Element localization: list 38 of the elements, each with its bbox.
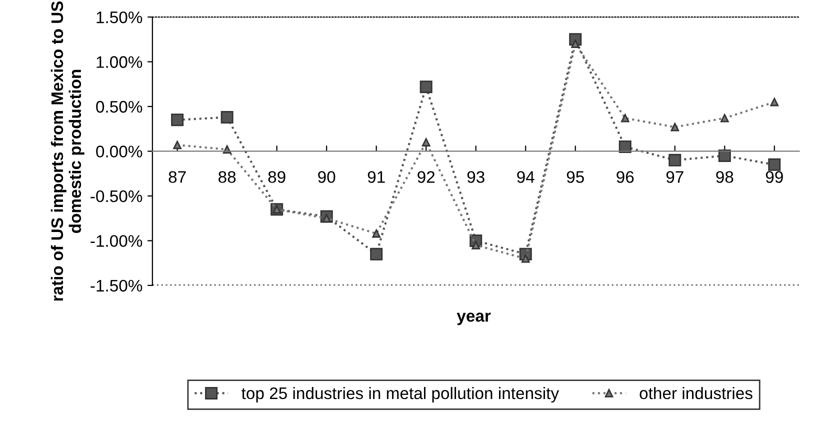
point [420, 80, 432, 94]
y-axis-title: ratio of US imports from Mexico to US domestic production [50, 1, 84, 301]
point [618, 140, 632, 154]
point [668, 154, 682, 166]
x-tick-label: 97 [666, 171, 684, 183]
y-tick-label: 0.50% [96, 100, 142, 113]
point [670, 122, 680, 132]
legend-label: other industries [640, 386, 752, 400]
x-tick-label: 94 [517, 171, 534, 183]
x-tick-label: 88 [218, 171, 236, 183]
y-tick-label: 1.50% [96, 11, 142, 24]
point [173, 140, 182, 150]
point [220, 110, 234, 124]
y-tick-label: 0.00% [96, 146, 142, 158]
y-tick-label: 1.00% [96, 56, 142, 68]
x-tick-label: 95 [566, 171, 584, 183]
point [720, 114, 729, 122]
x-tick-label: 89 [268, 171, 286, 183]
point [768, 158, 781, 171]
x-tick-label: 96 [616, 171, 634, 183]
y-tick-label: -1.50% [90, 280, 142, 292]
y-tick-label: -1.00% [90, 235, 142, 247]
point [372, 229, 381, 238]
x-tick-label: 91 [368, 171, 385, 183]
x-tick-label: 87 [168, 171, 186, 183]
y-tick-label: -0.50% [90, 190, 142, 202]
x-tick-label: 90 [318, 171, 336, 183]
legend-label: top 25 industries in metal pollution intensity [242, 386, 560, 402]
x-tick-label: 99 [766, 171, 783, 183]
point [422, 138, 430, 146]
x-tick-label: 98 [716, 171, 734, 183]
x-axis-title: year [456, 312, 491, 326]
point [370, 248, 383, 260]
point [770, 98, 779, 106]
x-tick-label: 92 [418, 171, 435, 183]
point [171, 114, 184, 126]
point [620, 114, 630, 122]
x-tick-label: 93 [467, 171, 484, 183]
